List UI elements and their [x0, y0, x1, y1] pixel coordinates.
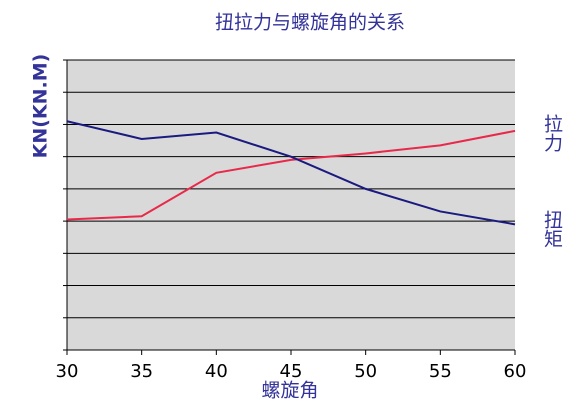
legend-label: 扭矩	[541, 210, 563, 248]
legend-label: 拉力	[541, 114, 563, 152]
x-tick-label: 45	[280, 361, 303, 382]
x-tick-label: 60	[504, 361, 527, 382]
chart-title: 扭拉力与螺旋角的关系	[215, 12, 405, 34]
x-tick-label: 30	[56, 361, 79, 382]
x-tick-label: 50	[354, 361, 377, 382]
y-axis-label: KN(KN.M)	[30, 54, 52, 159]
x-axis-label: 螺旋角	[261, 380, 318, 402]
x-tick-label: 40	[205, 361, 228, 382]
data-line	[66, 120, 516, 226]
x-tick-label: 35	[130, 361, 153, 382]
data-line	[66, 129, 516, 221]
plot-area	[67, 60, 515, 350]
x-tick-label: 55	[429, 361, 452, 382]
